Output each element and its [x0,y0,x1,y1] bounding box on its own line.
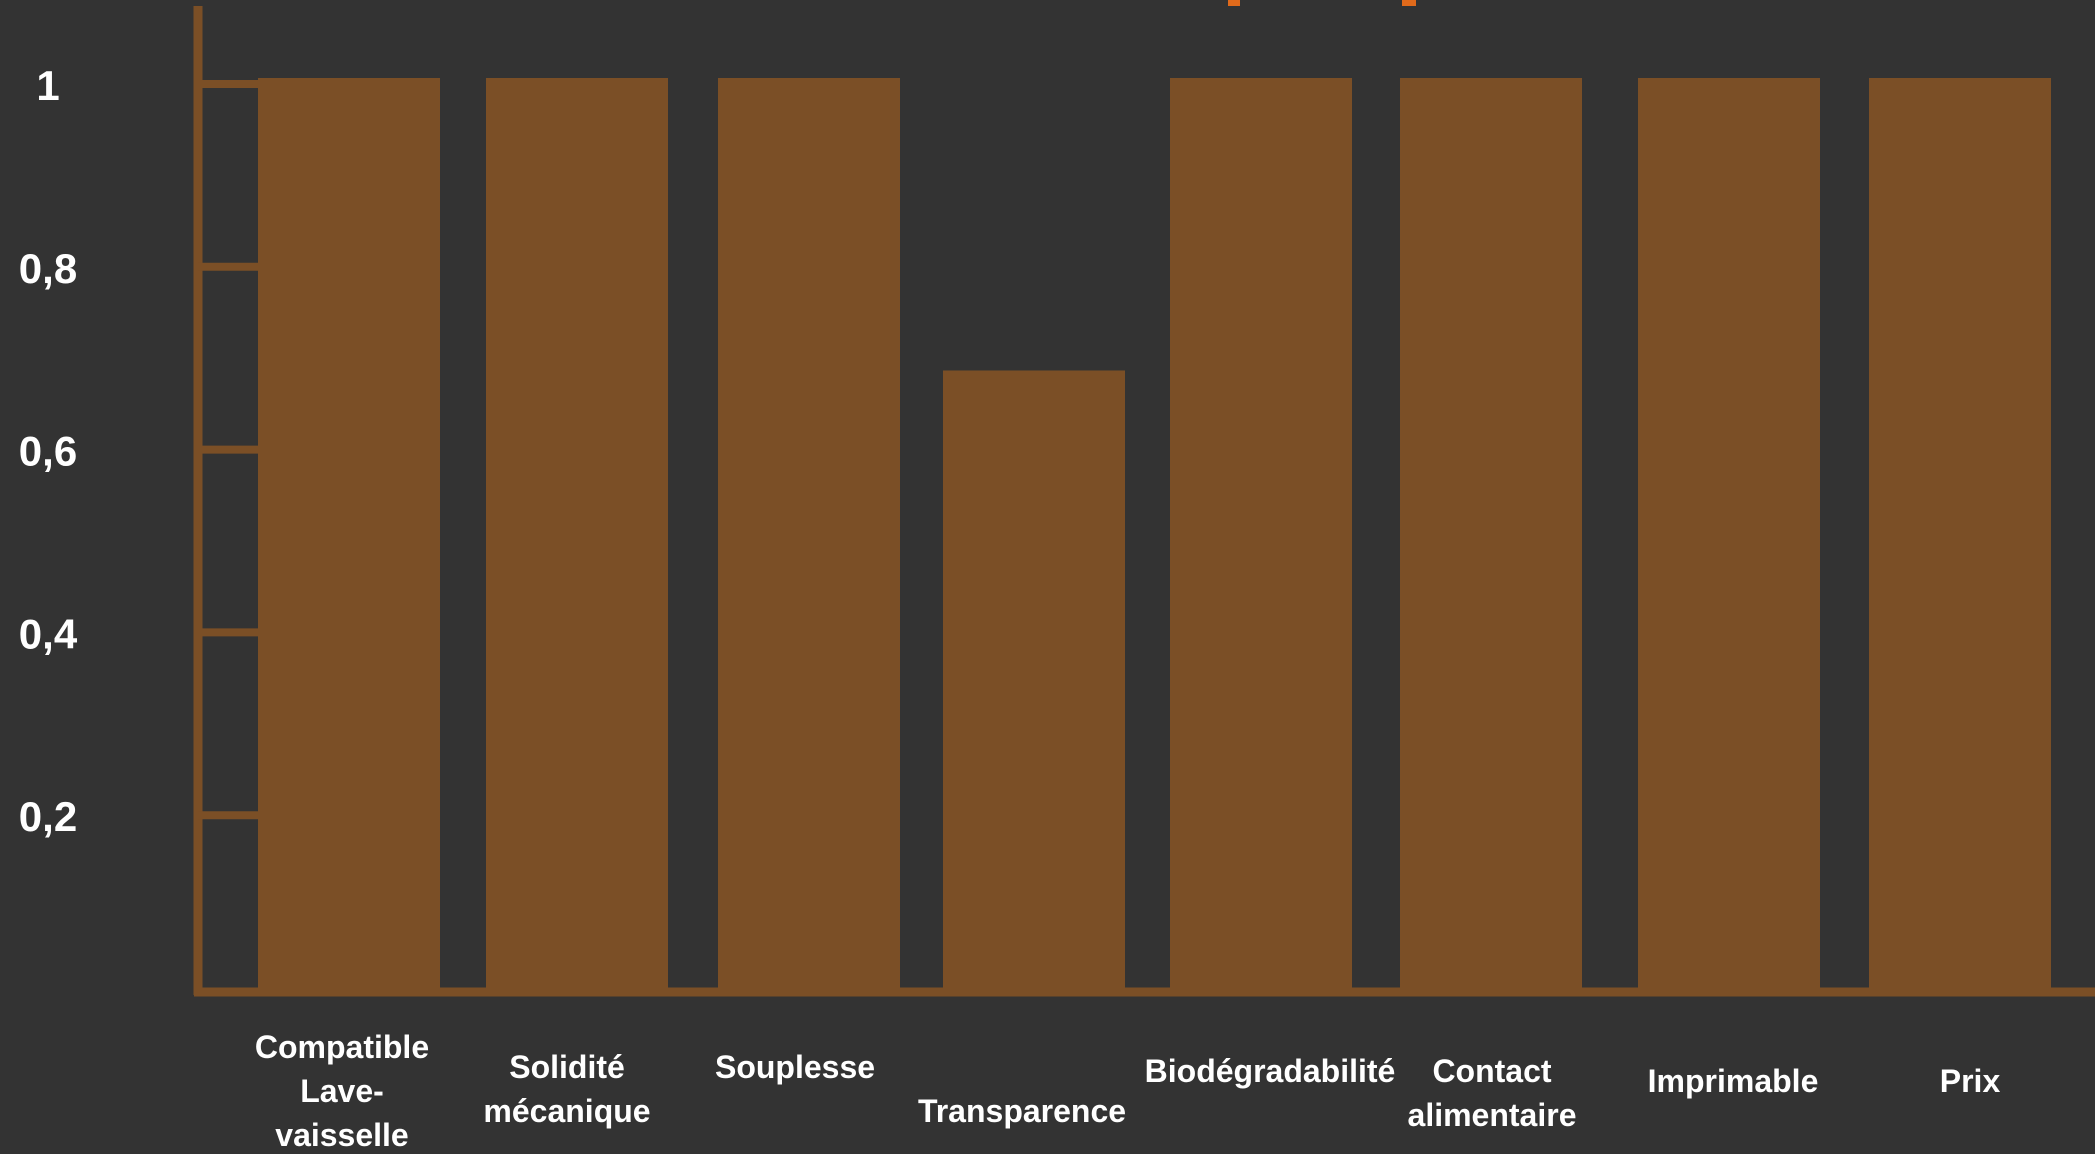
x-tick-label: Imprimable [1648,1063,1819,1099]
x-tick-label-line: Compatible [255,1029,429,1065]
x-tick-label: Compatible Lave-vaisselle [255,1029,429,1153]
x-tick-label-line: Prix [1940,1063,2001,1099]
bar [718,78,900,992]
bar [258,78,440,992]
y-tick-label: 0,6 [19,428,77,475]
x-tick-label: Contact alimentaire [1408,1053,1577,1133]
bar [1400,78,1582,992]
title-fragment-mark-1 [1228,0,1240,6]
bar [943,370,1125,993]
y-axis [193,6,262,995]
x-tick-label-line: mécanique [483,1093,650,1129]
title-fragment-mark-2 [1402,0,1416,6]
y-tick-label: 0,2 [19,793,77,840]
x-tick-label-line: Souplesse [715,1049,875,1085]
y-tick-labels: 0,2 0,4 0,6 0,8 1 [19,62,78,840]
y-tick-label: 0,8 [19,245,77,292]
x-tick-label-line: alimentaire [1408,1097,1577,1133]
x-tick-label-line: Lave- [300,1073,384,1109]
x-tick-label: Biodégradabilité [1145,1053,1396,1089]
x-tick-label-line: Solidité [509,1049,625,1085]
title-fragment [1228,0,1416,6]
x-tick-label: Transparence [918,1093,1126,1129]
x-tick-label-line: Biodégradabilité [1145,1053,1396,1089]
x-tick-label: Prix [1940,1063,2001,1099]
y-tick-label: 0,4 [19,610,78,657]
x-tick-label-line: Contact [1432,1053,1551,1089]
y-tick-label: 1 [36,62,59,109]
x-tick-label-line: vaisselle [275,1117,408,1153]
x-tick-labels: Compatible Lave-vaisselle Solidité mécaniqu… [255,1029,2001,1153]
x-tick-label: Solidité mécanique [483,1049,650,1129]
x-tick-label-line: Transparence [918,1093,1126,1129]
bar [486,78,668,992]
bar [1638,78,1820,992]
x-tick-label-line: Imprimable [1648,1063,1819,1099]
bar [1869,78,2051,992]
x-tick-label: Souplesse [715,1049,875,1085]
bars [258,78,2051,993]
bar [1170,78,1352,992]
